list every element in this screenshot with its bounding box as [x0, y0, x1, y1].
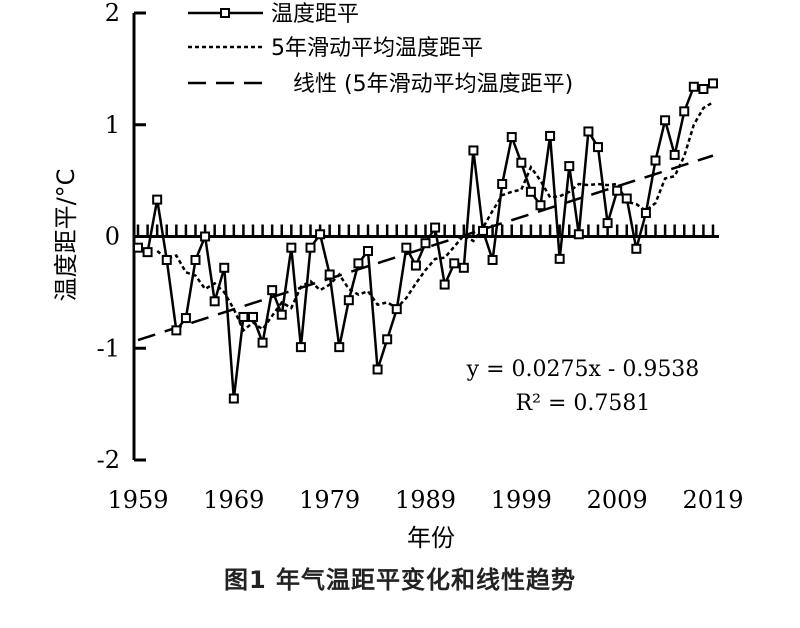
anomaly-point: [420, 238, 431, 249]
y-axis-title: 温度距平/°C: [52, 169, 80, 302]
chart-area: 2 1 0 -1 -2 1959 1969 1979 1989 1999 2009 2019 温度距平…: [52, 0, 744, 552]
anomaly-point: [200, 231, 211, 242]
anomaly-point: [334, 342, 345, 353]
anomaly-point: [688, 81, 699, 92]
anomaly-point: [458, 262, 469, 273]
y-tick-label: 0: [105, 223, 120, 251]
figure-caption: 图1 年气温距平变化和线性趋势: [223, 566, 577, 594]
anomaly-point: [583, 126, 594, 137]
anomaly-point: [257, 337, 268, 348]
anomaly-point: [487, 254, 498, 265]
anomaly-point: [564, 161, 575, 172]
anomaly-point: [133, 242, 143, 253]
anomaly-point: [621, 193, 632, 204]
anomaly-point: [305, 242, 316, 253]
series-layer: [133, 78, 718, 404]
anomaly-point: [430, 222, 441, 233]
anomaly-point: [554, 253, 565, 264]
anomaly-point: [516, 157, 527, 168]
anomaly-point: [343, 295, 354, 306]
x-axis-title: 年份: [407, 524, 455, 552]
legend-label: 5年滑动平均温度距平: [271, 36, 483, 61]
x-tick-label: 1979: [299, 486, 360, 514]
anomaly-point: [497, 178, 508, 189]
x-tick-label: 2009: [587, 486, 648, 514]
axes: 2 1 0 -1 -2 1959 1969 1979 1989 1999 2009 2019: [97, 0, 744, 514]
y-tick-label: -1: [97, 334, 120, 362]
anomaly-point: [401, 242, 412, 253]
anomaly-point: [152, 194, 163, 205]
anomaly-point: [410, 260, 421, 271]
anomaly-point: [238, 311, 249, 322]
anomaly-point: [468, 145, 479, 156]
anomaly-point: [180, 313, 191, 324]
anomaly-point: [573, 229, 584, 240]
anomaly-point: [545, 130, 556, 141]
x-tick-label: 2019: [682, 486, 743, 514]
legend-label: 线性 (5年滑动平均温度距平): [293, 72, 573, 97]
anomaly-point: [276, 309, 287, 320]
anomaly-point: [535, 200, 546, 211]
anomaly-point: [391, 304, 402, 315]
anomaly-point: [660, 115, 671, 126]
anomaly-point: [248, 311, 258, 322]
anomaly-point: [228, 393, 239, 404]
x-tick-label: 1969: [203, 486, 264, 514]
anomaly-point: [372, 364, 383, 375]
anomaly-point: [219, 262, 230, 273]
anomaly-point: [669, 149, 680, 160]
anomaly-point: [353, 258, 364, 269]
x-tick-label: 1989: [395, 486, 456, 514]
x-tick-label: 1959: [107, 486, 168, 514]
anomaly-point: [708, 78, 718, 89]
anomaly-point: [324, 269, 335, 280]
anomaly-point: [593, 142, 603, 153]
anomaly-point: [612, 185, 623, 196]
legend-label: 温度距平: [271, 2, 359, 27]
y-tick-label: 2: [105, 0, 120, 27]
anomaly-point: [602, 218, 613, 229]
anomaly-point: [449, 258, 460, 269]
anomaly-point: [171, 325, 182, 336]
trend-equation: y = 0.0275x - 0.9538: [466, 357, 700, 382]
anomaly-point: [315, 229, 326, 240]
anomaly-point: [295, 342, 306, 353]
anomaly-point: [286, 242, 297, 253]
anomaly-point: [267, 285, 278, 296]
anomaly-point: [650, 155, 661, 166]
anomaly-point: [679, 106, 690, 117]
anomaly-point: [698, 83, 709, 94]
anomaly-point: [631, 243, 642, 254]
anomaly-point: [640, 208, 651, 219]
trend-r-squared: R² = 0.7581: [516, 391, 651, 416]
anomaly-point: [209, 296, 220, 307]
x-tick-label: 1999: [491, 486, 552, 514]
anomaly-point: [363, 246, 373, 257]
anomaly-point: [525, 186, 536, 197]
anomaly-point: [478, 225, 488, 236]
y-tick-label: -2: [97, 446, 120, 474]
anomaly-point: [161, 254, 172, 265]
anomaly-point: [506, 132, 517, 143]
legend-marker: [220, 8, 230, 18]
anomaly-point: [142, 247, 153, 258]
y-tick-label: 1: [105, 111, 120, 139]
anomaly-point: [382, 334, 393, 345]
series-moving-average: [156, 101, 714, 333]
anomaly-point: [190, 254, 201, 265]
anomaly-point: [439, 279, 450, 290]
